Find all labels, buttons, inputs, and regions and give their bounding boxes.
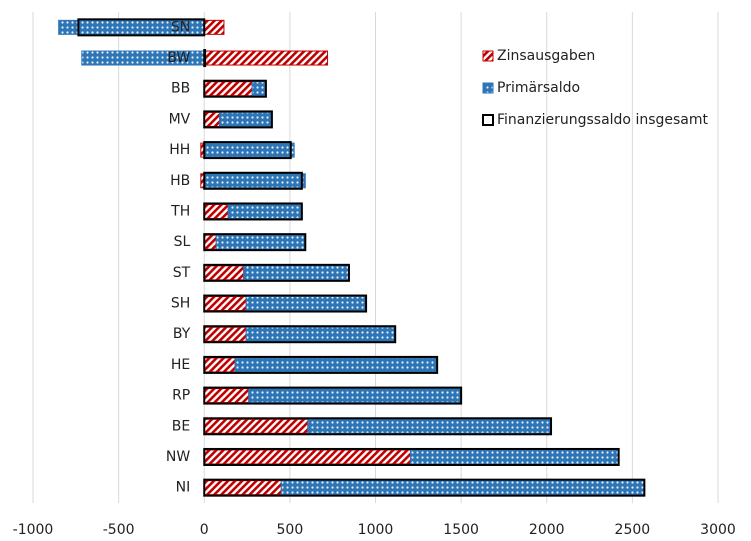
bar-segment <box>243 265 350 281</box>
total-bar <box>203 386 463 405</box>
bar-segment <box>203 449 412 465</box>
total-bar <box>203 171 303 190</box>
category-label: SH <box>171 296 190 312</box>
x-tick-label: 0 <box>200 522 209 538</box>
total-bar <box>203 141 292 160</box>
x-tick-label: -1000 <box>13 522 54 538</box>
bar-segment <box>227 203 303 219</box>
total-bar <box>203 233 307 252</box>
bar-segment <box>203 418 309 434</box>
bar-segment <box>280 480 645 496</box>
category-label: SL <box>174 234 191 250</box>
bar-segment <box>245 296 367 312</box>
bar-segment <box>410 449 620 465</box>
x-tick-label: 2000 <box>529 522 565 538</box>
legend-swatch <box>482 82 494 94</box>
bar-segment <box>203 480 282 496</box>
x-tick-label: 1000 <box>358 522 394 538</box>
bar-segment <box>251 81 267 97</box>
category-label: ST <box>173 265 191 281</box>
legend-swatch <box>482 114 494 126</box>
total-bar <box>203 110 273 129</box>
total-bar <box>203 79 267 98</box>
x-tick-label: 2500 <box>615 522 651 538</box>
total-bar <box>77 18 206 37</box>
bar-segment <box>203 19 225 35</box>
bar-segment <box>203 234 217 250</box>
x-tick-label: 3000 <box>700 522 736 538</box>
bar-segment <box>203 296 247 312</box>
bar-segment <box>203 388 250 404</box>
bar-segment <box>219 111 272 127</box>
category-label: MV <box>169 111 191 127</box>
category-label: BE <box>172 418 190 434</box>
category-label: NW <box>166 449 190 465</box>
category-label: TH <box>170 203 190 219</box>
bar-segment <box>203 111 221 127</box>
total-bar <box>203 49 207 68</box>
total-bar <box>203 447 620 466</box>
bar-segment <box>203 326 247 342</box>
bar-segment <box>203 203 229 219</box>
legend-swatch <box>482 50 494 62</box>
bar-segment <box>248 388 462 404</box>
bar-segment <box>203 357 236 373</box>
category-label: SN <box>171 19 190 35</box>
category-label: RP <box>172 388 190 404</box>
bar-segment <box>234 357 438 373</box>
category-label: BY <box>173 326 191 342</box>
category-label: BB <box>171 81 190 97</box>
x-tick-label: 500 <box>277 522 304 538</box>
bar-segment <box>215 234 306 250</box>
total-bar <box>203 263 350 282</box>
total-bar <box>203 355 439 374</box>
total-bar <box>203 417 553 436</box>
bar-segment <box>203 50 329 66</box>
category-label: HB <box>170 173 190 189</box>
category-label: BW <box>167 50 190 66</box>
bar-segment <box>203 265 245 281</box>
category-label: HE <box>171 357 190 373</box>
legend-label: Finanzierungssaldo insgesamt <box>497 112 709 128</box>
bar-segment <box>203 173 306 189</box>
x-tick-label: -500 <box>103 522 135 538</box>
bar-segment <box>245 326 396 342</box>
legend-label: Primärsaldo <box>497 80 580 96</box>
bar-segment <box>203 142 295 158</box>
bar-segment <box>203 81 253 97</box>
total-bar <box>203 294 368 313</box>
total-bar <box>203 325 397 344</box>
bar-segment <box>307 418 552 434</box>
x-tick-label: 1500 <box>443 522 479 538</box>
total-bar <box>203 202 303 221</box>
total-bar <box>203 478 646 497</box>
category-label: HH <box>169 142 190 158</box>
legend-label: Zinsausgaben <box>497 48 595 64</box>
category-label: NI <box>176 480 191 496</box>
